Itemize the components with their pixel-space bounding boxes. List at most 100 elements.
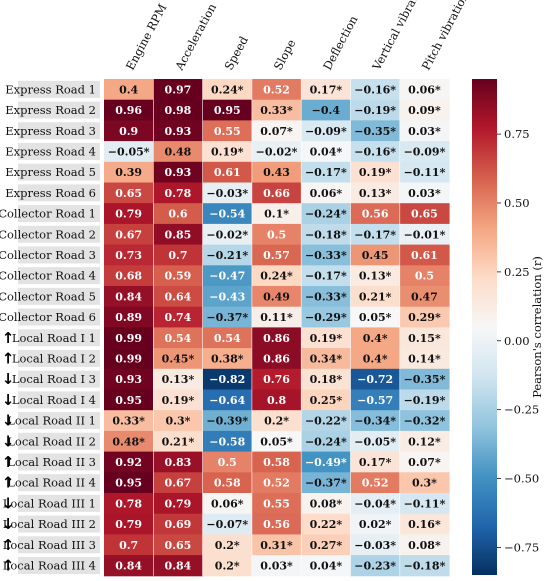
heatmap-cell: [251, 555, 302, 577]
cell-value-label: 0.17*: [310, 83, 343, 96]
cell-value-label: 0.13*: [162, 373, 195, 386]
heatmap-cell: [104, 244, 154, 266]
row-label: Express Road 2: [5, 103, 96, 117]
heatmap-cell: [153, 410, 204, 432]
heatmap-cell: [202, 79, 253, 101]
row-label: Local Road I 4: [12, 393, 96, 407]
cell-value-label: 0.21*: [359, 290, 392, 303]
row-label: Collector Road 5: [0, 289, 96, 303]
heatmap-cell: [301, 451, 351, 473]
row-label-bg: [18, 391, 100, 409]
cell-value-label: −0.05*: [354, 435, 396, 448]
heatmap-cell: [399, 161, 450, 183]
heatmap-cell: [104, 430, 154, 453]
heatmap-cell: [350, 368, 401, 390]
heatmap-cell: [399, 79, 450, 101]
row-label: Local Road III 1: [3, 496, 96, 510]
row-label: Local Road II 1: [7, 414, 96, 428]
row-label-bg: [18, 556, 100, 574]
heatmap-cell: [104, 223, 154, 246]
cell-value-label: 0.15*: [408, 332, 441, 345]
heatmap-cell: [153, 389, 204, 411]
cell-value-label: 0.2*: [264, 415, 289, 428]
arrow-up-icon: ↑: [2, 536, 15, 554]
heatmap-cell: [104, 286, 154, 308]
row-label-bg: [18, 101, 100, 119]
arrow-up-icon: ↑: [2, 474, 15, 492]
cell-value-label: 0.19*: [310, 332, 343, 345]
cell-value-label: 0.07*: [260, 125, 293, 138]
cell-value-label: 0.22*: [310, 518, 343, 531]
arrow-down-icon: ↓: [2, 370, 15, 388]
row-label-bg: [18, 329, 100, 347]
cell-value-label: −0.29*: [305, 311, 347, 324]
cell-value-label: 0.74: [165, 311, 192, 324]
cell-value-label: 0.8: [267, 394, 286, 407]
heatmap-row: Local Road II 3↑ 0.92 0.83 0.5 0.58 −0.49* 0.1…: [2, 451, 450, 473]
heatmap-cell: [104, 410, 154, 432]
heatmap-cell: [202, 555, 253, 577]
cell-value-label: −0.72: [357, 373, 393, 386]
heatmap-cell: [399, 306, 450, 328]
heatmap-cell: [251, 389, 302, 411]
row-label-bg: [18, 267, 100, 285]
cell-value-label: 0.48*: [112, 435, 145, 448]
heatmap-row: Express Road 1 0.4 0.97 0.24* 0.52 0.17* −0.16…: [5, 79, 450, 101]
heatmap-cell: [350, 223, 401, 246]
row-label: Local Road III 4: [3, 558, 96, 572]
column-header: Acceleration: [172, 0, 220, 73]
cell-value-label: 0.24*: [211, 83, 244, 96]
heatmap-cell: [104, 161, 154, 183]
cell-value-label: 0.17*: [359, 456, 392, 469]
cell-value-label: −0.02*: [206, 228, 248, 241]
heatmap-cell: [301, 389, 351, 411]
heatmap-cell: [251, 244, 302, 266]
colorbar-tick-label: −0.75: [504, 540, 539, 554]
heatmap-cell: [202, 410, 253, 432]
cell-value-label: 0.92: [115, 456, 142, 469]
heatmap-cell: [350, 141, 401, 163]
heatmap-cell: [350, 203, 401, 225]
cell-value-label: −0.18*: [305, 228, 347, 241]
heatmap-cell: [104, 472, 154, 494]
heatmap-cell: [399, 451, 450, 473]
cell-value-label: 0.45*: [162, 352, 195, 365]
cell-value-label: −0.82: [209, 373, 245, 386]
column-header: Pitch vibration: [419, 0, 472, 72]
cell-value-label: 0.66: [263, 187, 290, 200]
cell-value-label: 0.9: [119, 125, 138, 138]
heatmap-row: Local Road II 2↓ 0.48* 0.21* −0.58 0.05* −0.2…: [2, 430, 450, 453]
cell-value-label: 0.4*: [363, 352, 388, 365]
heatmap-cell: [104, 141, 154, 163]
heatmap-cell: [153, 493, 204, 515]
heatmap-row: Local Road I 2↑ 0.99 0.45* 0.38* 0.86 0.34* 0.…: [2, 348, 450, 370]
row-label: Local Road II 4: [7, 476, 96, 490]
cell-value-label: 0.54: [214, 332, 241, 345]
heatmap-cell: [399, 513, 450, 535]
cell-value-label: 0.06*: [408, 83, 441, 96]
heatmap-cell: [350, 493, 401, 515]
heatmap-cell: [301, 286, 351, 308]
colorbar-tick-label: 0.25: [504, 265, 530, 279]
cell-value-label: 0.14*: [408, 352, 441, 365]
row-label-bg: [18, 246, 100, 264]
cell-value-label: −0.19*: [354, 104, 396, 117]
heatmap-cell: [104, 389, 154, 411]
heatmap-cell: [399, 430, 450, 453]
heatmap-cell: [153, 368, 204, 390]
cell-value-label: 0.06*: [211, 497, 244, 510]
heatmap-cell: [350, 451, 401, 473]
heatmap-cell: [399, 99, 450, 121]
cell-value-label: 0.19*: [162, 394, 195, 407]
heatmap-cell: [350, 306, 401, 328]
heatmap-cell: [153, 327, 204, 349]
cell-value-label: −0.37*: [206, 311, 248, 324]
cell-value-label: 0.7: [168, 249, 187, 262]
cell-value-label: 0.34*: [310, 352, 343, 365]
cell-value-label: 0.5: [415, 270, 434, 283]
heatmap-row: Local Road III 4↑ 0.84 0.84 0.2* 0.03* 0.04* −…: [2, 555, 450, 577]
row-label: Local Road II 2: [7, 434, 96, 448]
heatmap-cell: [104, 79, 154, 101]
cell-value-label: −0.11*: [404, 166, 446, 179]
cell-value-label: 0.55: [214, 125, 241, 138]
